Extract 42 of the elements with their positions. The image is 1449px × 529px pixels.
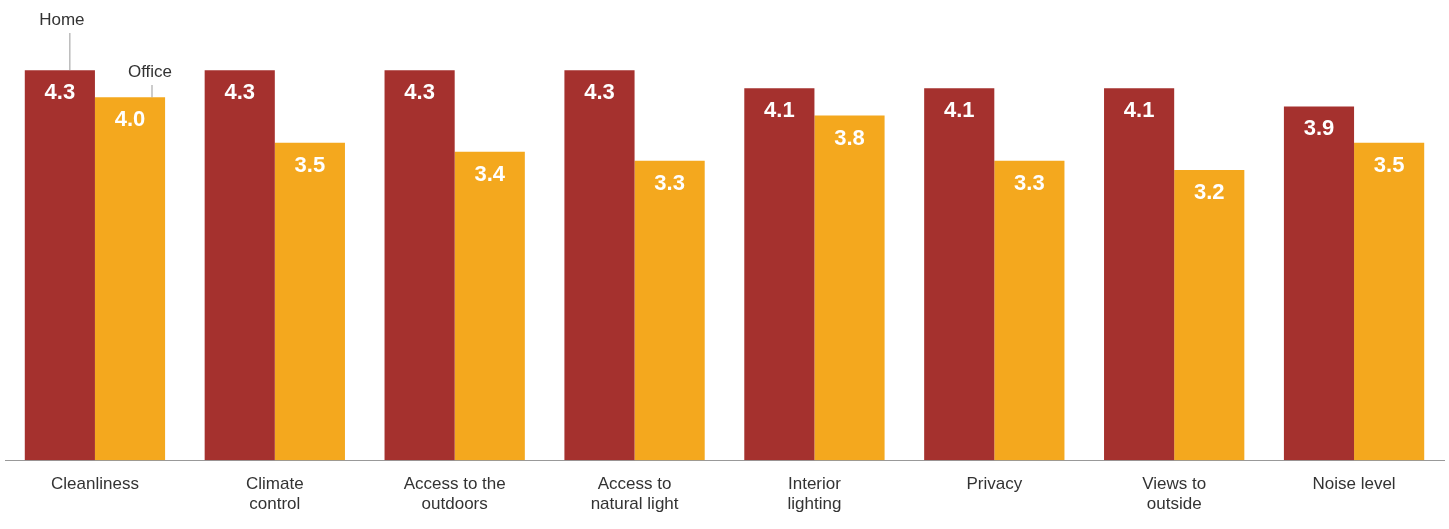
x-tick-label: Privacy	[966, 474, 1023, 494]
bar	[994, 160, 1065, 461]
bar	[384, 70, 455, 461]
bar	[454, 151, 525, 461]
bar	[204, 70, 275, 461]
bar	[814, 115, 885, 461]
bar	[744, 88, 815, 461]
bar	[1354, 142, 1425, 461]
text: Home	[39, 9, 85, 29]
data-label: 3.8	[834, 124, 865, 150]
bar	[1174, 169, 1245, 461]
bar	[564, 70, 635, 461]
data-label: 3.5	[1373, 151, 1405, 177]
data-label: 4.3	[584, 79, 615, 105]
data-label: 3.2	[1193, 178, 1225, 204]
x-tick-label: Noise level	[1312, 474, 1396, 494]
data-label: 4.3	[224, 79, 256, 105]
data-label: 4.0	[114, 106, 146, 132]
x-tick-label: Cleanliness	[50, 474, 139, 494]
x-tick-label: Access to natural light	[590, 474, 679, 514]
x-tick-label: Access to the outdoors	[403, 474, 506, 514]
bar	[1283, 106, 1355, 461]
x-tick-label: Interior lighting	[787, 474, 842, 514]
data-label: 4.1	[764, 97, 795, 123]
data-label: 4.3	[44, 79, 76, 105]
bar	[274, 142, 345, 461]
bar	[24, 70, 95, 461]
data-label: 4.3	[404, 79, 435, 105]
bar	[924, 88, 995, 461]
data-label: 3.9	[1303, 115, 1335, 141]
data-label: 4.1	[1123, 97, 1155, 123]
series-label: Office	[127, 61, 173, 81]
bar	[94, 97, 166, 461]
data-label: 4.1	[943, 97, 975, 123]
x-tick-label: Views to outside	[1142, 474, 1207, 514]
data-label: 3.3	[654, 169, 685, 195]
data-label: 3.4	[474, 160, 506, 186]
x-tick-label: Climate control	[246, 474, 304, 514]
bar	[1104, 88, 1175, 461]
bar	[634, 160, 705, 461]
data-label: 3.3	[1014, 169, 1045, 195]
data-label: 3.5	[294, 151, 326, 177]
